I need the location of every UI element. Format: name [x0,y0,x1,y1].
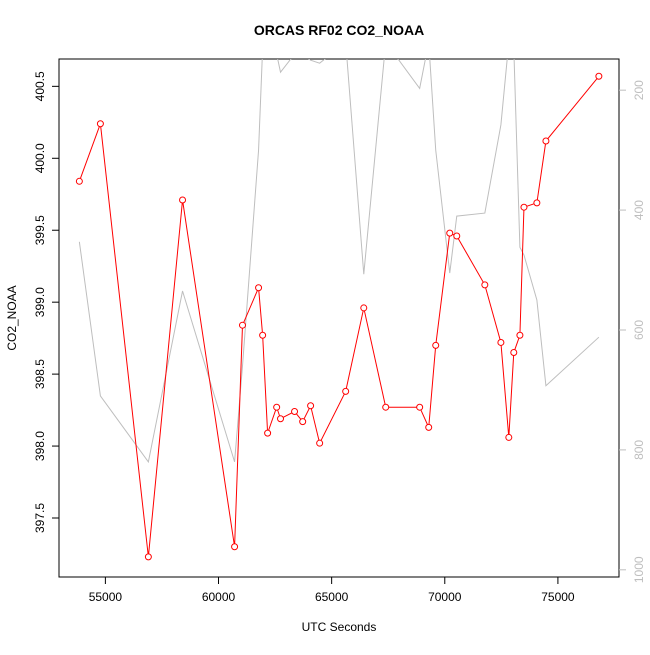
data-point [516,331,524,339]
x-tick-label: 55000 [89,590,123,604]
data-point [453,232,461,240]
y-tick-label: 398.5 [33,359,47,389]
y2-tick-label: 200 [632,80,646,100]
x-tick-label: 60000 [202,590,236,604]
data-point [273,403,281,411]
series-line [78,75,600,557]
data-point [179,196,187,204]
data-point [277,415,285,423]
x-tick-label: 75000 [541,590,575,604]
data-point [382,403,390,411]
data-point [291,408,299,416]
series-line [78,59,600,464]
data-point [520,203,528,211]
y2-tick-label: 1000 [632,556,646,583]
data-point [299,418,307,426]
chart-title: ORCAS RF02 CO2_NOAA [254,22,424,38]
plot-frame [58,58,620,578]
data-point [505,433,513,441]
y-tick-label: 398.0 [33,431,47,461]
x-tick-label: 70000 [428,590,462,604]
data-point [238,321,246,329]
y2-tick-label: 800 [632,440,646,460]
data-point [342,387,350,395]
data-point [259,331,267,339]
y-tick-label: 400.5 [33,71,47,101]
x-tick-label: 65000 [315,590,349,604]
data-point [510,349,518,357]
x-axis-label: UTC Seconds [302,620,377,634]
data-point [481,281,489,289]
data-point [316,439,324,447]
plot-area [75,59,603,561]
y2-tick-label: 600 [632,320,646,340]
y-axis-label: CO2_NOAA [5,285,19,350]
data-point [75,177,83,185]
data-point [264,429,272,437]
data-point [432,341,440,349]
data-point [533,199,541,207]
data-point [231,543,239,551]
data-point [96,120,104,128]
data-point [542,137,550,145]
data-point [425,423,433,431]
data-point [360,304,368,312]
y2-tick-label: 400 [632,200,646,220]
y-tick-label: 400.0 [33,143,47,173]
data-point [416,403,424,411]
y-tick-label: 399.5 [33,215,47,245]
data-point [497,338,505,346]
y-tick-label: 399.0 [33,287,47,317]
data-point [255,284,263,292]
y-tick-label: 397.5 [33,503,47,533]
data-point [307,402,315,410]
data-point [595,72,603,80]
data-point [144,553,152,561]
data-point [446,229,454,237]
